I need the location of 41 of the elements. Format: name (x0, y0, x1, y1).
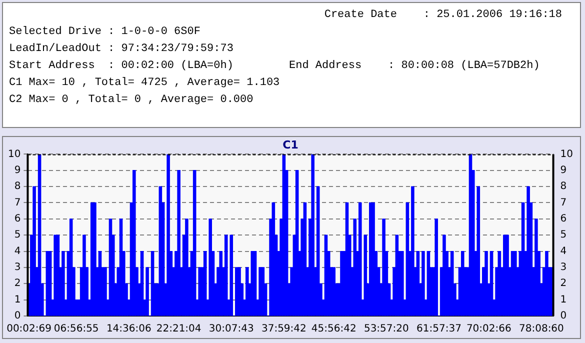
x-tick-label: 61:57:37 (416, 324, 462, 335)
text: End Address : 80:00:08 (LBA=57DB2h) (289, 59, 540, 74)
y-tick-label: 8 (14, 181, 21, 192)
y-tick-label: 3 (14, 262, 21, 274)
y-tick-label: 5 (14, 230, 21, 241)
y-tick-label: 7 (14, 197, 21, 208)
text: Selected Drive : 1-0-0-0 6S0F (9, 25, 200, 40)
y-tick-label: 10 (8, 148, 21, 160)
text: C2 Max= 0 , Total= 0 , Average= 0.000 (9, 93, 254, 108)
x-tick-label: 78:08:60 (518, 324, 564, 335)
text: Start Address : 00:02:00 (LBA=0h) (9, 59, 234, 74)
x-tick-label: 70:02:66 (466, 324, 512, 335)
x-tick-label: 45:56:42 (311, 324, 356, 335)
y2-tick-label: 7 (560, 197, 567, 208)
y-tick-label: 0 (14, 310, 21, 322)
y2-tick-label: 5 (560, 230, 567, 241)
y2-tick-label: 2 (560, 278, 567, 290)
x-tick-label: 22:21:04 (156, 324, 202, 335)
chart-title: C1 (282, 138, 298, 152)
x-tick-label: 37:59:42 (261, 324, 306, 335)
x-tick-label: 00:02:69 (6, 324, 52, 335)
y2-tick-label: 10 (560, 148, 574, 160)
y-tick-label: 9 (14, 164, 21, 176)
y2-tick-label: 8 (560, 181, 567, 192)
y-tick-label: 4 (14, 246, 21, 257)
y2-tick-label: 3 (560, 262, 567, 274)
x-tick-label: 30:07:43 (208, 324, 254, 335)
text: LeadIn/LeadOut : 97:34:23/79:59:73 (9, 42, 234, 57)
y2-tick-label: 9 (560, 164, 567, 176)
x-tick-label: 53:57:20 (364, 324, 409, 335)
y2-tick-label: 1 (560, 294, 567, 306)
y-tick-label: 6 (14, 214, 21, 225)
x-tick-label: 06:56:55 (54, 324, 99, 335)
text: C1 Max= 10 , Total= 4725 , Average= 1.103 (9, 76, 280, 91)
y-tick-label: 1 (14, 294, 21, 306)
y2-tick-label: 6 (560, 214, 567, 225)
y2-tick-label: 4 (560, 246, 567, 257)
y-tick-label: 2 (14, 278, 21, 290)
text: Create Date : 25.01.2006 19:16:18 (324, 8, 562, 23)
x-tick-label: 14:36:06 (106, 324, 152, 335)
y2-tick-label: 0 (560, 310, 567, 322)
